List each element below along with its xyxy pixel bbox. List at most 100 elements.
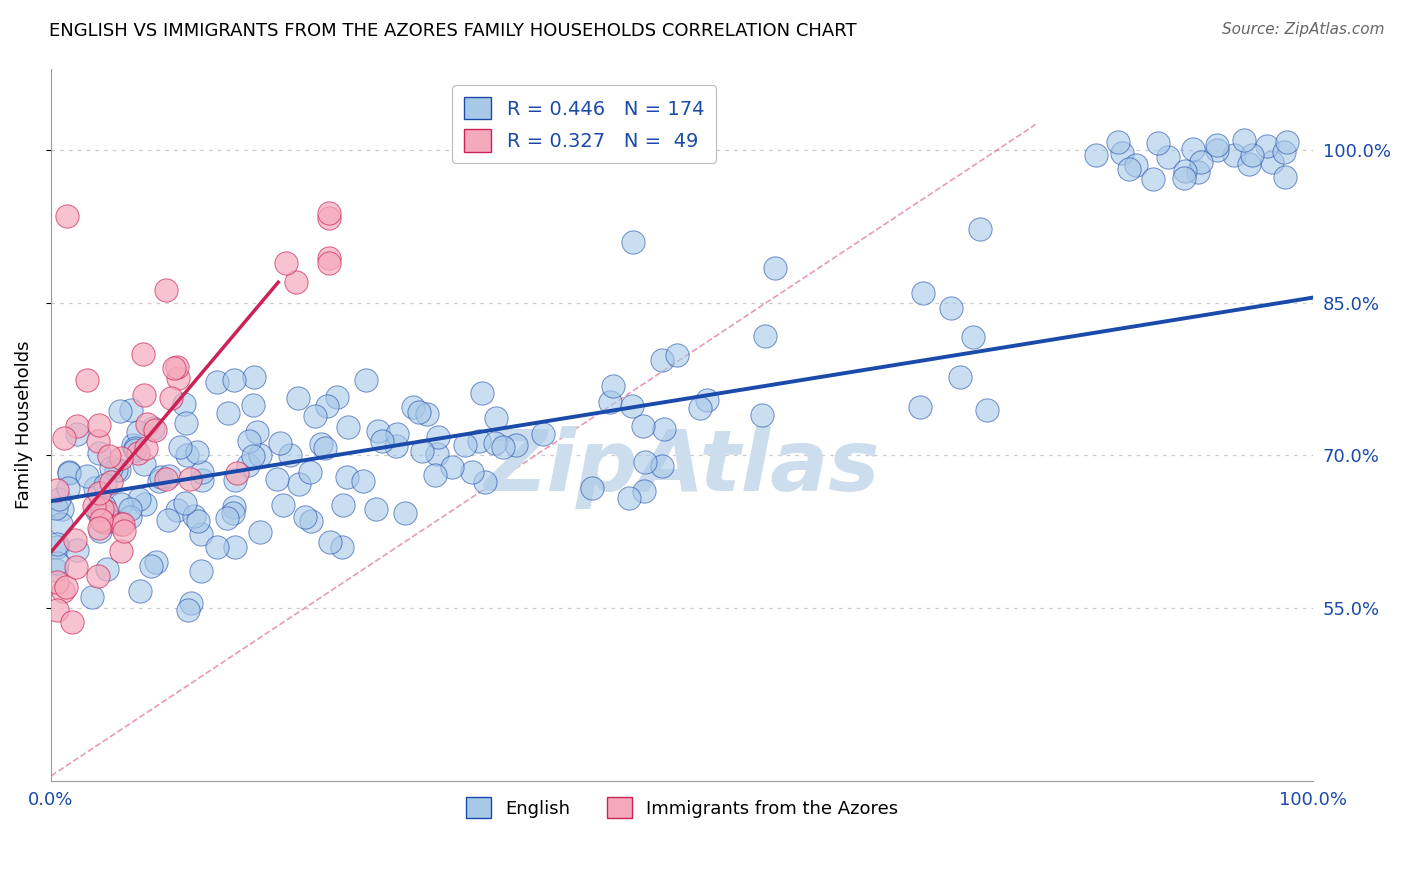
Point bbox=[1182, 142, 1205, 156]
Point bbox=[354, 373, 377, 387]
Point bbox=[751, 409, 773, 423]
Point bbox=[93, 477, 115, 491]
Point bbox=[651, 352, 673, 367]
Point bbox=[1274, 145, 1296, 159]
Point bbox=[1085, 147, 1108, 161]
Point bbox=[46, 537, 69, 551]
Point bbox=[492, 440, 515, 454]
Point bbox=[124, 441, 146, 455]
Point bbox=[318, 252, 340, 266]
Point bbox=[186, 444, 208, 458]
Point bbox=[1206, 137, 1229, 152]
Point bbox=[939, 301, 962, 315]
Point bbox=[1240, 148, 1263, 162]
Point bbox=[76, 373, 98, 387]
Point bbox=[652, 422, 675, 436]
Point bbox=[180, 596, 202, 610]
Point bbox=[416, 407, 439, 421]
Point bbox=[222, 506, 245, 520]
Point bbox=[100, 461, 122, 475]
Point bbox=[187, 514, 209, 528]
Point bbox=[1173, 170, 1195, 185]
Point bbox=[48, 491, 70, 506]
Point bbox=[318, 256, 340, 270]
Point bbox=[1233, 133, 1256, 147]
Point bbox=[621, 399, 644, 413]
Point bbox=[56, 209, 79, 223]
Point bbox=[366, 502, 388, 516]
Point bbox=[87, 521, 110, 535]
Point bbox=[86, 569, 108, 583]
Point bbox=[66, 542, 89, 557]
Point bbox=[93, 500, 115, 514]
Point bbox=[315, 399, 337, 413]
Point bbox=[299, 514, 322, 528]
Point bbox=[136, 417, 159, 431]
Point bbox=[46, 603, 69, 617]
Point bbox=[1189, 155, 1212, 169]
Point bbox=[176, 448, 198, 462]
Point bbox=[1206, 143, 1229, 157]
Point bbox=[118, 510, 141, 524]
Point bbox=[190, 473, 212, 487]
Point bbox=[394, 506, 416, 520]
Point bbox=[166, 503, 188, 517]
Point bbox=[142, 421, 165, 435]
Point bbox=[910, 401, 932, 415]
Point bbox=[190, 564, 212, 578]
Point bbox=[617, 491, 640, 505]
Point bbox=[474, 475, 496, 489]
Point bbox=[243, 370, 266, 384]
Point bbox=[696, 393, 718, 408]
Point bbox=[485, 411, 508, 425]
Point bbox=[471, 385, 494, 400]
Point bbox=[87, 503, 110, 517]
Point bbox=[122, 437, 145, 451]
Point bbox=[1125, 158, 1147, 172]
Point bbox=[633, 484, 655, 499]
Point bbox=[129, 583, 152, 598]
Point bbox=[183, 509, 205, 524]
Point bbox=[298, 466, 321, 480]
Point bbox=[100, 475, 122, 489]
Point bbox=[367, 425, 389, 439]
Point bbox=[385, 426, 408, 441]
Point bbox=[107, 463, 129, 477]
Point bbox=[602, 379, 624, 393]
Point bbox=[1111, 146, 1133, 161]
Point bbox=[304, 409, 326, 423]
Point bbox=[112, 524, 135, 538]
Point bbox=[425, 467, 447, 482]
Point bbox=[754, 329, 776, 343]
Point bbox=[332, 498, 354, 512]
Point bbox=[411, 443, 433, 458]
Point bbox=[82, 590, 104, 604]
Point bbox=[1275, 136, 1298, 150]
Point bbox=[288, 476, 311, 491]
Point bbox=[132, 457, 155, 471]
Point bbox=[207, 375, 229, 389]
Point bbox=[179, 472, 201, 486]
Point bbox=[249, 448, 271, 462]
Text: Source: ZipAtlas.com: Source: ZipAtlas.com bbox=[1222, 22, 1385, 37]
Point bbox=[336, 470, 359, 484]
Point bbox=[318, 211, 340, 225]
Point bbox=[127, 425, 149, 440]
Point bbox=[90, 513, 112, 527]
Point bbox=[249, 525, 271, 540]
Point bbox=[46, 483, 69, 497]
Point bbox=[1157, 150, 1180, 164]
Point bbox=[269, 435, 291, 450]
Point bbox=[425, 446, 447, 460]
Point bbox=[98, 515, 121, 529]
Point bbox=[157, 513, 180, 527]
Point bbox=[155, 283, 177, 297]
Point bbox=[56, 481, 79, 495]
Point bbox=[763, 260, 786, 275]
Point bbox=[352, 474, 374, 488]
Point bbox=[169, 440, 191, 454]
Point bbox=[224, 540, 246, 554]
Point bbox=[1261, 154, 1284, 169]
Point bbox=[1274, 170, 1296, 185]
Point bbox=[385, 439, 408, 453]
